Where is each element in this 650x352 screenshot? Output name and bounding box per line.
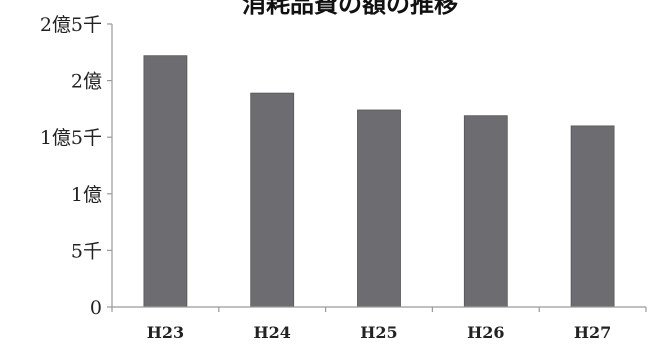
labels-layer: H23 H24 H25 H26 H27 0 5千 1億 1億5千 2億 2億5千 (40, 14, 611, 342)
x-tick-label-h24: H24 (254, 323, 291, 342)
y-tick-label: 1億5千 (40, 127, 102, 149)
chart-title: 消耗品費の額の推移 (242, 0, 458, 18)
y-tick-label: 2億 (71, 71, 102, 93)
x-tick-label-h23: H23 (147, 323, 184, 342)
bars-layer (143, 55, 615, 308)
y-tick-label: 5千 (71, 240, 102, 262)
bar-h23 (143, 55, 188, 308)
y-tick-label: 2億5千 (40, 14, 102, 36)
x-tick-label-h25: H25 (360, 323, 397, 342)
y-tick-label: 0 (90, 297, 102, 319)
bar-h26 (463, 115, 508, 308)
bar-h25 (357, 109, 401, 308)
bar-h27 (570, 125, 615, 308)
bar-h24 (250, 92, 295, 308)
x-tick-label-h27: H27 (574, 323, 611, 342)
x-tick-label-h26: H26 (467, 323, 504, 342)
y-tick-label: 1億 (71, 184, 102, 206)
axes-layer (107, 23, 647, 312)
